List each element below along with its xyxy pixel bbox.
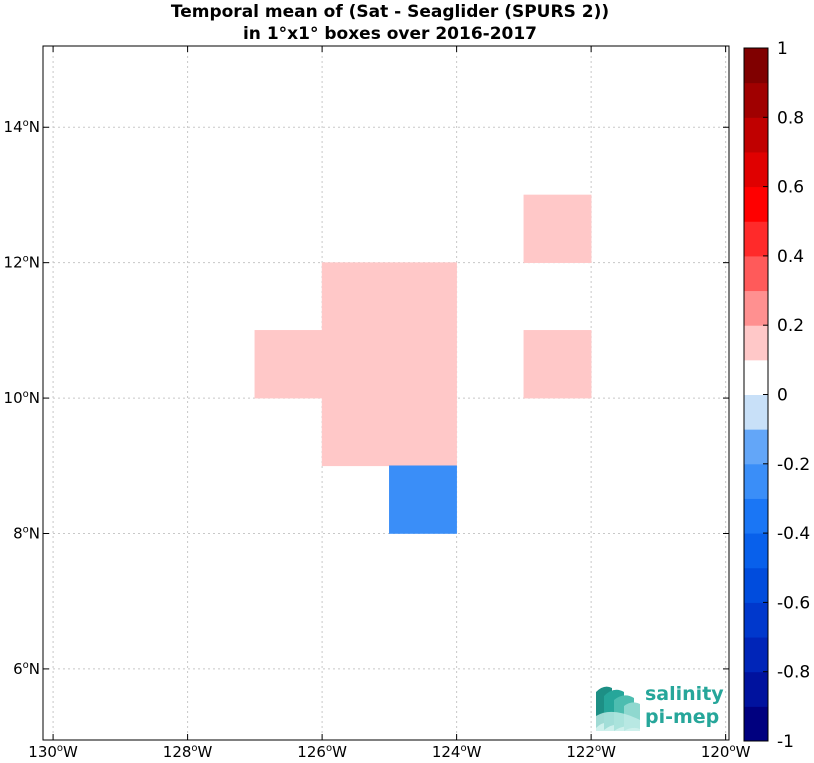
grid-cell (389, 262, 457, 331)
colorbar-tick-label: -1 (777, 732, 794, 752)
chart-title: Temporal mean of (Sat - Seaglider (SPURS… (171, 2, 609, 44)
colorbar-segment (744, 325, 768, 361)
colorbar-tick-label: -0.4 (777, 524, 810, 544)
chart-title-line-2: in 1°x1° boxes over 2016-2017 (243, 24, 537, 44)
colorbar-segment (744, 255, 768, 292)
colorbar-tick-label: 0.2 (777, 316, 804, 336)
colorbar-segment (744, 706, 768, 742)
logo-text-salinity: salinity (645, 683, 724, 705)
colorbar-segment (744, 567, 768, 603)
colorbar-segment (744, 221, 768, 257)
colorbar-segment (744, 151, 768, 188)
colorbar-tick-label: 0 (777, 386, 788, 406)
colorbar-segment (744, 117, 768, 153)
colorbar-segment (744, 463, 768, 499)
grid-cell (389, 397, 457, 467)
x-tick-label: 124oW (432, 743, 482, 761)
grid-cell (254, 330, 323, 399)
colorbar-tick-label: -0.8 (777, 663, 810, 683)
map-cells (254, 194, 592, 534)
colorbar-segment (744, 48, 768, 84)
grid-cell (321, 397, 390, 467)
colorbar-tick-label: 0.4 (777, 247, 804, 267)
x-tick-label: 130oW (28, 743, 78, 761)
colorbar-segment (744, 498, 768, 534)
colorbar-segment (744, 637, 768, 673)
colorbar-segment (744, 290, 768, 326)
x-tick-label: 122oW (566, 743, 616, 761)
map-ticks: 130oW 128oW 126oW 124oW 122oW 120oW 6oN 8oN 10oN… (4, 46, 751, 761)
colorbar-tick-label: 1 (777, 39, 788, 59)
colorbar-tick-label: -0.6 (777, 593, 810, 613)
grid-cell (321, 262, 390, 331)
chart-title-line-1: Temporal mean of (Sat - Seaglider (SPURS… (171, 2, 609, 22)
grid-cell (389, 465, 457, 534)
y-tick-label: 14oN (4, 118, 40, 136)
colorbar-segment (744, 533, 768, 569)
grid-cell (321, 330, 390, 399)
grid-cell (523, 330, 592, 399)
colorbar-segment (744, 394, 768, 430)
logo-text-pi-mep: pi-mep (645, 706, 719, 728)
colorbar-segment (744, 671, 768, 707)
grid-cell (389, 330, 457, 399)
y-tick-label: 8oN (13, 524, 40, 542)
logo-waves-icon (596, 686, 640, 731)
colorbar-tick-label: 0.6 (777, 178, 804, 198)
colorbar-segment (744, 429, 768, 465)
y-tick-label: 6oN (13, 660, 40, 678)
colorbar-tick-label: -0.2 (777, 455, 810, 475)
colorbar-segment (744, 82, 768, 118)
x-tick-label: 128oW (163, 743, 213, 761)
colorbar-segment (744, 359, 768, 395)
y-tick-label: 12oN (4, 254, 40, 272)
colorbar: 1 0.8 0.6 0.4 0.2 0 -0.2 -0.4 -0.6 -0.8 -1 (743, 39, 810, 752)
colorbar-tick-label: 0.8 (777, 108, 804, 128)
y-tick-label: 10oN (4, 389, 40, 407)
map-frame (42, 45, 730, 741)
x-tick-label: 120oW (701, 743, 751, 761)
salinity-pi-mep-logo: salinity pi-mep (596, 683, 724, 731)
x-tick-label: 126oW (297, 743, 347, 761)
colorbar-segment (744, 602, 768, 638)
colorbar-segment (744, 186, 768, 222)
grid-cell (523, 194, 592, 263)
